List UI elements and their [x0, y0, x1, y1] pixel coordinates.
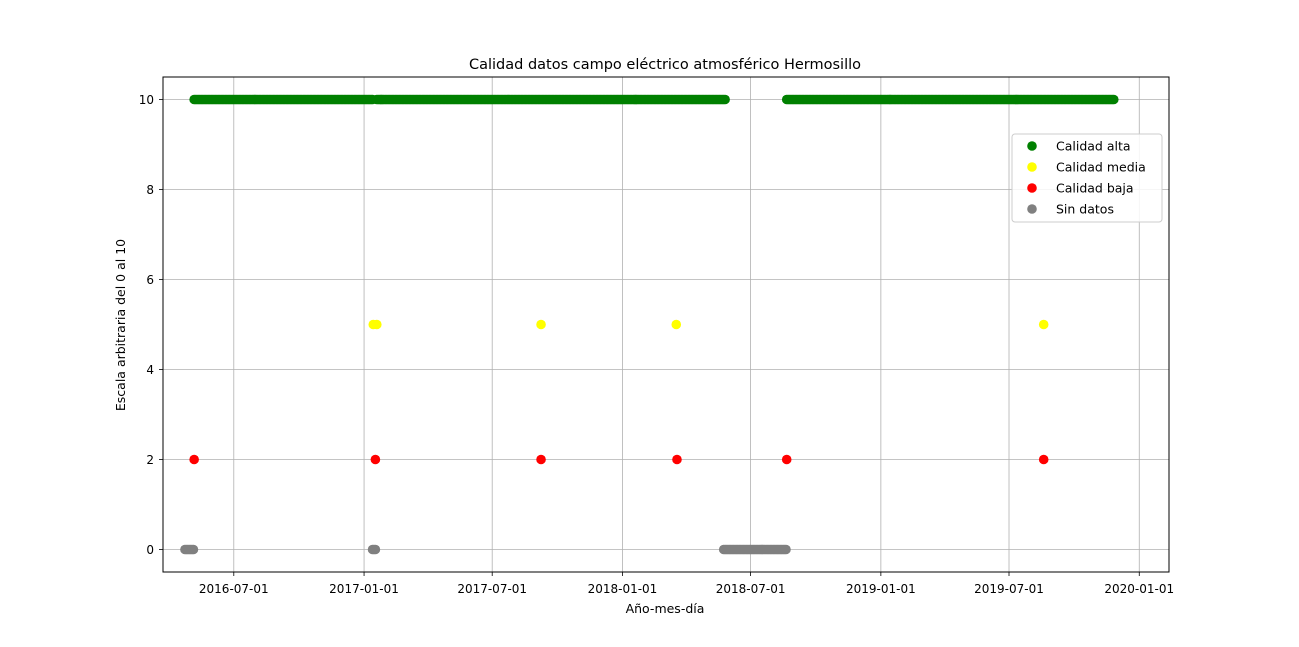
legend-box	[1011, 133, 1163, 223]
x-tick-label: 2016-07-01	[199, 582, 269, 596]
data-point	[536, 454, 546, 465]
x-tick-label: 2019-07-01	[974, 582, 1044, 596]
chart-title: Calidad datos campo eléctrico atmosféric…	[469, 57, 861, 73]
data-point	[370, 454, 381, 465]
plot-layer: 2016-07-01 2017-01-01 2017-07-01 2018-01-01…	[139, 76, 1174, 596]
series-calidad-baja	[189, 454, 1049, 465]
data-point	[188, 544, 199, 555]
data-point	[720, 94, 730, 105]
x-tick-label: 2017-07-01	[457, 582, 527, 596]
x-tick-label: 2018-07-01	[716, 582, 786, 596]
legend-label: Calidad baja	[1056, 181, 1134, 196]
data-point	[536, 319, 546, 330]
y-tick-label: 6	[146, 273, 154, 287]
legend-marker	[1027, 162, 1037, 172]
legend: Calidad alta Calidad media Calidad baja Sin…	[1011, 133, 1163, 223]
data-point	[1108, 94, 1119, 105]
legend-label: Calidad media	[1056, 160, 1146, 175]
legend-label: Calidad alta	[1056, 139, 1131, 154]
plot-frame	[162, 76, 1170, 573]
x-tick-label: 2018-01-01	[588, 582, 658, 596]
legend-marker	[1027, 204, 1037, 214]
series-sin-datos	[180, 544, 791, 555]
series-calidad-media	[368, 319, 1049, 330]
data-point	[372, 319, 382, 330]
y-tick-label: 10	[139, 93, 154, 107]
y-tick-label: 4	[146, 363, 154, 377]
y-tick-label: 8	[146, 183, 154, 197]
data-point	[1038, 319, 1049, 330]
data-point	[672, 454, 682, 465]
x-tick-label: 2020-01-01	[1104, 582, 1174, 596]
legend-marker	[1027, 141, 1037, 151]
series-calidad-alta	[189, 94, 1119, 105]
x-axis-label: Año-mes-día	[626, 601, 705, 616]
data-point	[671, 319, 682, 330]
data-point	[370, 544, 381, 555]
data-point	[1038, 454, 1049, 465]
y-tick-label: 2	[146, 453, 154, 467]
y-tick-label: 0	[146, 543, 154, 557]
x-tick-label: 2017-01-01	[329, 582, 399, 596]
legend-marker	[1027, 183, 1037, 193]
data-point	[781, 454, 792, 465]
legend-label: Sin datos	[1056, 202, 1114, 217]
data-point	[189, 454, 199, 465]
x-tick-label: 2019-01-01	[846, 582, 916, 596]
y-axis-label: Escala arbitraria del 0 al 10	[113, 239, 128, 411]
data-point	[781, 544, 791, 555]
